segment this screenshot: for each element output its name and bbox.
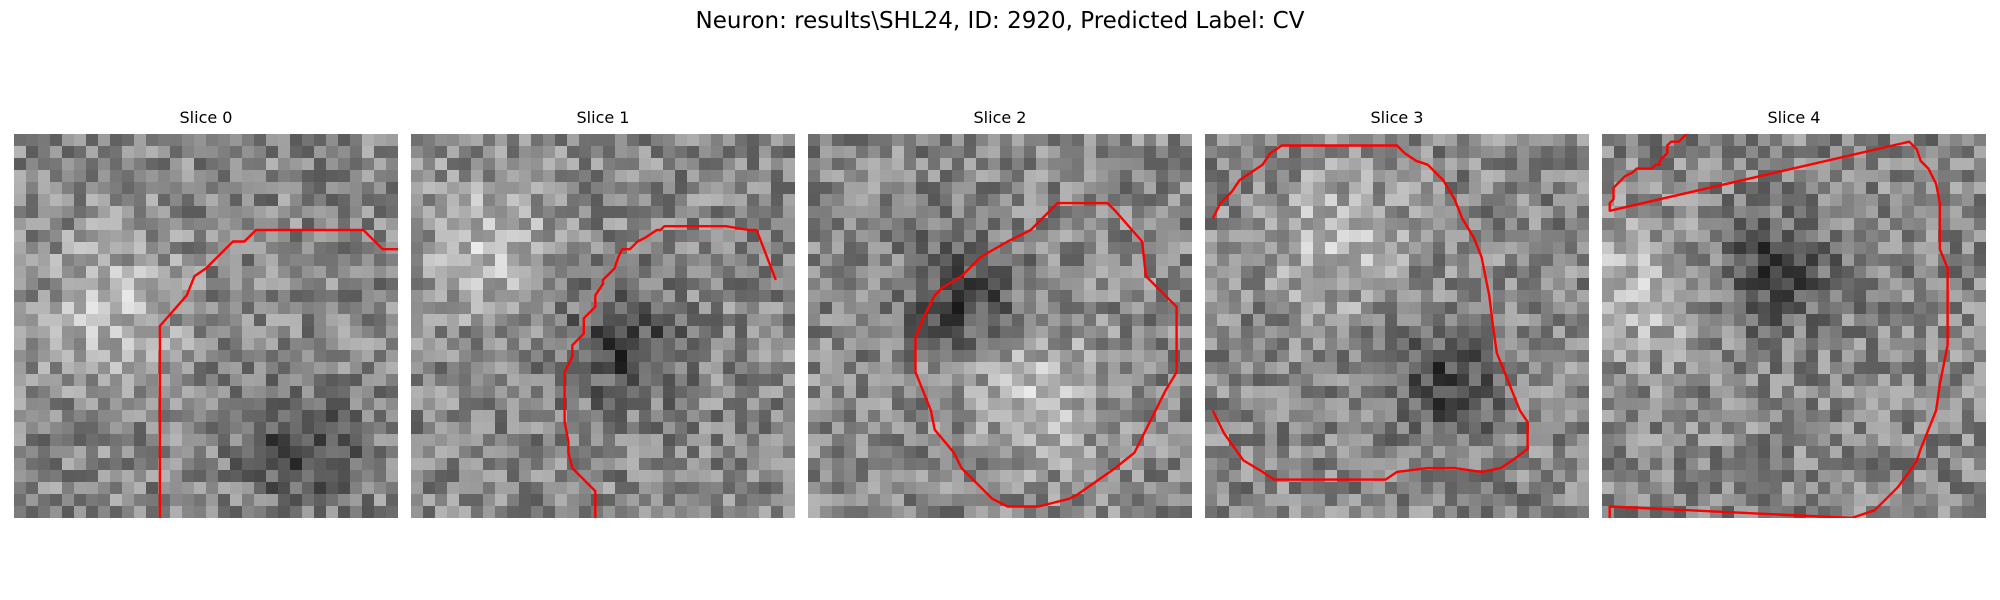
red-contour: [158, 228, 398, 518]
slice-title: Slice 4: [1767, 108, 1821, 127]
pixel-grid: [1205, 134, 1589, 518]
pixel-grid: [14, 134, 398, 518]
red-contour: [1211, 144, 1529, 481]
slice-image: [14, 134, 398, 518]
red-contour: [1608, 134, 1949, 518]
slice-title: Slice 0: [179, 108, 233, 127]
red-contour: [563, 224, 777, 518]
red-contour: [914, 201, 1178, 508]
slice-title: Slice 1: [576, 108, 630, 127]
figure-title: Neuron: results\SHL24, ID: 2920, Predict…: [695, 8, 1305, 34]
pixel-grid: [808, 134, 1192, 518]
slice-image: [411, 134, 795, 518]
pixel-grid: [411, 134, 795, 518]
slice-title: Slice 2: [973, 108, 1027, 127]
slice-image: [1602, 134, 1986, 518]
pixel-grid: [1602, 134, 1986, 518]
slice-title: Slice 3: [1370, 108, 1424, 127]
slice-image: [808, 134, 1192, 518]
slice-image: [1205, 134, 1589, 518]
